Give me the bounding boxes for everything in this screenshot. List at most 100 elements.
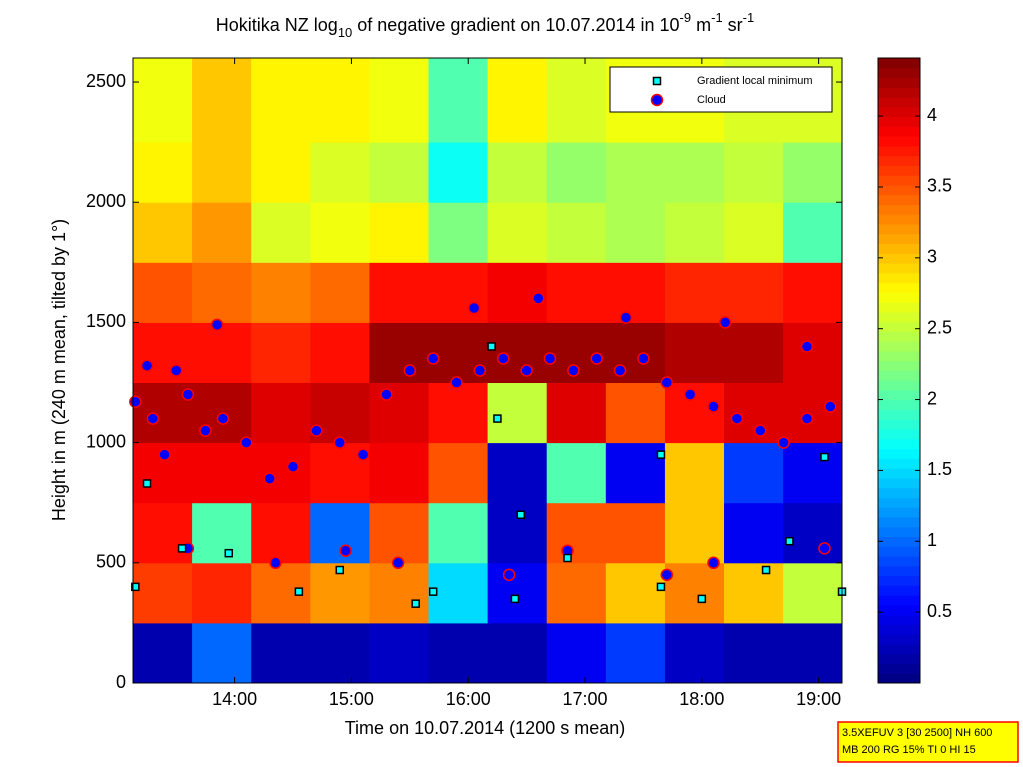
heat-cell <box>428 562 489 624</box>
colorbar-step <box>878 575 920 586</box>
heat-cell <box>133 502 193 564</box>
gradient-min-marker <box>131 582 140 592</box>
heat-cell <box>310 202 370 263</box>
cloud-marker <box>824 400 837 413</box>
legend-box <box>609 66 833 113</box>
heat-cell <box>310 502 370 564</box>
plot-frame <box>132 57 843 684</box>
x-tick-label: 17:00 <box>563 689 608 709</box>
heat-cell <box>192 322 252 384</box>
heat-cell <box>251 322 311 384</box>
gradient-min-marker <box>224 548 234 558</box>
colorbar-step <box>878 360 920 371</box>
colorbar-step <box>878 272 920 284</box>
cloud-marker <box>286 460 300 473</box>
cloud-marker <box>800 412 814 425</box>
heat-cell <box>546 442 607 504</box>
heat-cell <box>724 562 784 624</box>
cloud-marker <box>269 556 282 570</box>
colorbar-step <box>878 595 920 606</box>
heat-cell <box>546 142 607 203</box>
title-part: -1 <box>711 10 723 25</box>
heat-cell <box>546 58 607 143</box>
heat-cell <box>369 442 430 504</box>
heat-cell <box>369 322 430 384</box>
colorbar-step <box>878 263 920 274</box>
x-axis-label: Time on 10.07.2014 (1200 s mean) <box>345 718 626 738</box>
cloud-marker <box>391 556 405 570</box>
cloud-marker <box>199 424 212 437</box>
heat-cell <box>487 442 548 504</box>
heat-cell <box>133 202 193 263</box>
colorbar-step <box>878 507 920 518</box>
gradient-min-marker <box>493 414 502 423</box>
heat-cell <box>192 202 252 263</box>
colorbar-step <box>878 497 920 508</box>
cloud-marker <box>730 412 744 425</box>
colorbar-step <box>878 458 920 469</box>
cloud-marker <box>707 400 720 413</box>
heat-cell <box>605 142 666 203</box>
cloud-marker <box>753 424 767 437</box>
colorbar-step <box>878 604 920 616</box>
gradient-min-marker <box>563 553 572 563</box>
heat-cell <box>724 262 784 323</box>
cloud-marker <box>660 568 674 582</box>
colorbar-step <box>878 233 920 245</box>
heat-cell <box>664 502 725 564</box>
heat-cell <box>133 562 193 624</box>
heat-cell <box>487 58 548 143</box>
gradient-min-marker <box>820 452 829 462</box>
heat-cell <box>369 382 430 444</box>
gradient-min-marker <box>510 594 520 604</box>
heat-cell <box>487 562 548 624</box>
cloud-marker <box>613 364 627 377</box>
cloud-marker <box>707 556 720 570</box>
heat-cell <box>783 262 843 323</box>
colorbar-step <box>878 136 920 147</box>
heat-cell <box>724 322 784 384</box>
heat-cell <box>783 142 843 203</box>
colorbar-step <box>878 243 920 254</box>
gradient-min-marker <box>697 594 707 604</box>
cloud-marker <box>169 364 183 377</box>
heat-cell <box>724 442 784 504</box>
colorbar-tick-label: 1 <box>927 530 937 550</box>
gradient-min-marker <box>428 587 438 596</box>
heat-cell <box>664 202 725 263</box>
heat-cell <box>724 502 784 564</box>
heat-cell <box>783 562 843 624</box>
cloud-marker <box>800 340 814 353</box>
heat-cell <box>487 382 548 444</box>
heat-cell <box>310 322 370 384</box>
heat-cell <box>546 262 607 323</box>
title-part: of negative gradient on 10.07.2014 in 10 <box>352 15 679 35</box>
colorbar-step <box>878 194 920 205</box>
colorbar-step <box>878 429 920 440</box>
colorbar-step <box>878 380 920 391</box>
cloud-marker <box>129 395 142 408</box>
colorbar-step <box>878 77 920 88</box>
cloud-marker <box>818 542 831 555</box>
gradient-min-marker <box>411 599 420 608</box>
cloud-marker <box>590 352 603 365</box>
y-tick-label: 0 <box>116 672 126 692</box>
colorbar-step <box>878 282 920 293</box>
title-part: -1 <box>743 10 755 25</box>
heat-cell <box>251 382 311 444</box>
cloud-marker <box>240 436 253 449</box>
colorbar-step <box>878 341 920 352</box>
colorbar-step <box>878 614 920 625</box>
heat-cell <box>192 622 252 684</box>
heat-cell <box>192 442 252 504</box>
colorbar-step <box>878 302 920 313</box>
cloud-marker <box>216 412 230 425</box>
heat-cell <box>369 262 430 323</box>
heat-cell <box>487 622 548 684</box>
colorbar-step <box>878 477 920 489</box>
gradient-min-marker <box>335 565 344 575</box>
cloud-marker <box>683 388 697 401</box>
cloud-marker <box>146 412 160 425</box>
colorbar-frame <box>877 57 921 684</box>
